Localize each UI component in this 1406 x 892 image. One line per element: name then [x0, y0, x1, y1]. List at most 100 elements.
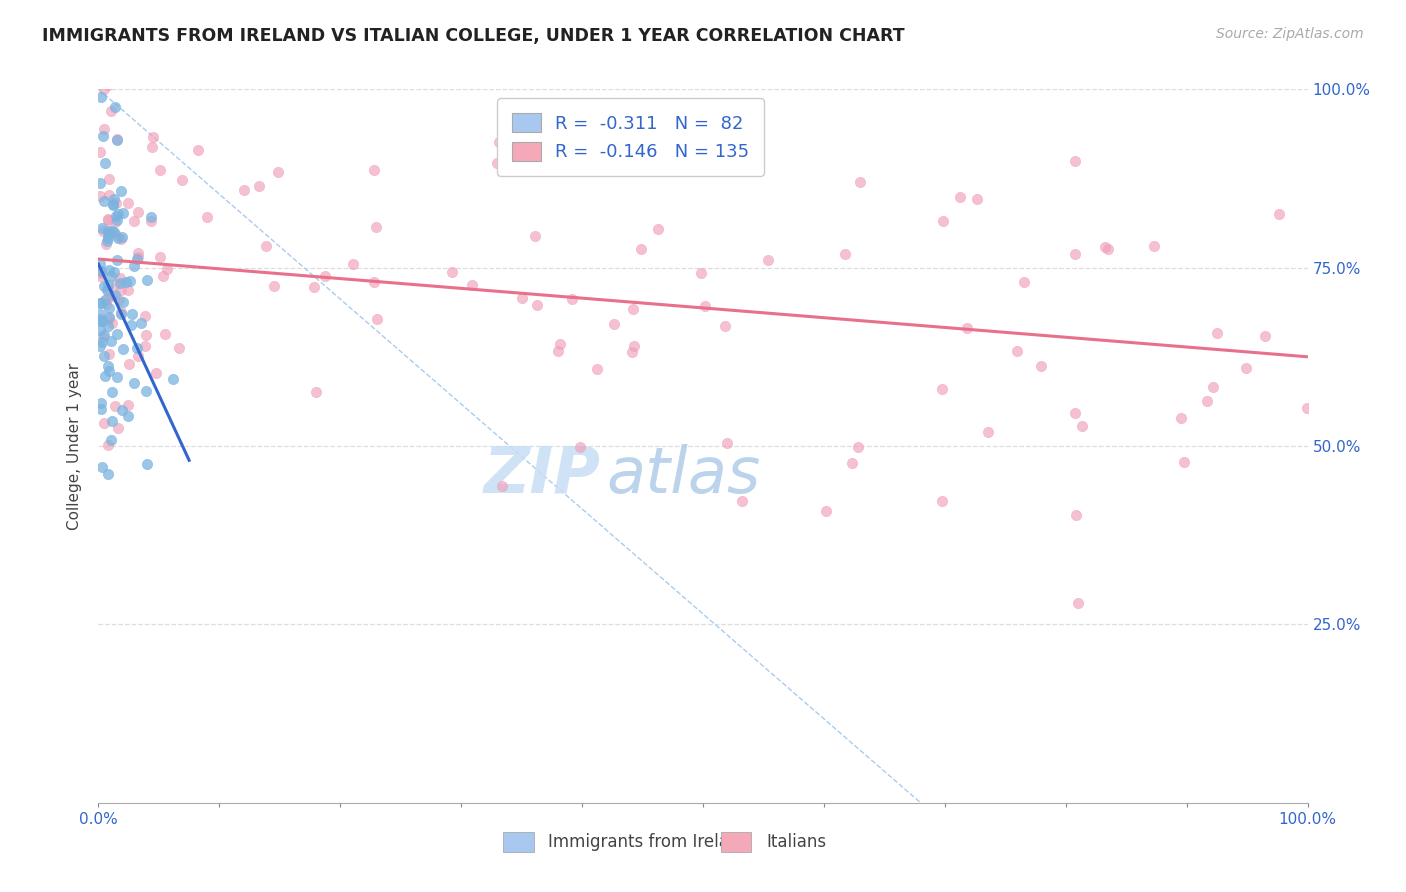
Point	[1094, 239, 1116, 253]
Text: ZIP: ZIP	[484, 443, 600, 506]
Point	[621, 302, 644, 317]
Point	[523, 229, 546, 244]
Point	[97, 211, 120, 226]
Point	[90, 90, 112, 104]
Point	[153, 327, 176, 342]
Point	[107, 212, 129, 227]
Point	[97, 224, 120, 238]
Point	[1202, 380, 1225, 394]
Point	[90, 402, 112, 417]
Point	[125, 252, 148, 267]
Point	[93, 194, 115, 209]
Point	[366, 312, 388, 326]
Point	[169, 341, 191, 355]
Point	[97, 227, 120, 241]
Point	[89, 145, 111, 159]
Point	[111, 295, 134, 310]
Point	[90, 314, 112, 328]
Point	[98, 226, 121, 240]
Point	[97, 346, 120, 360]
Point	[1170, 411, 1192, 425]
Point	[1071, 419, 1094, 434]
Point	[461, 278, 484, 293]
Point	[1064, 508, 1087, 522]
Point	[98, 263, 121, 277]
Point	[1066, 596, 1088, 610]
Point	[118, 357, 141, 371]
Point	[100, 289, 122, 303]
Point	[1143, 238, 1166, 252]
Point	[89, 176, 111, 190]
Point	[134, 339, 156, 353]
Y-axis label: College, Under 1 year: College, Under 1 year	[67, 362, 83, 530]
Point	[139, 214, 162, 228]
Point	[98, 172, 121, 186]
Point	[93, 156, 115, 170]
Point	[100, 414, 122, 428]
Point	[834, 247, 856, 261]
Point	[440, 265, 463, 279]
Legend: R =  -0.311   N =  82, R =  -0.146   N = 135: R = -0.311 N = 82, R = -0.146 N = 135	[498, 98, 763, 176]
Point	[636, 68, 658, 82]
Point	[603, 317, 626, 331]
Point	[127, 349, 149, 363]
Point	[91, 314, 114, 328]
Point	[486, 156, 509, 170]
Point	[630, 242, 652, 256]
Point	[105, 370, 128, 384]
Point	[135, 457, 157, 471]
Point	[98, 188, 121, 202]
Point	[122, 376, 145, 391]
Point	[305, 385, 328, 400]
Point	[90, 264, 112, 278]
Point	[1206, 326, 1229, 341]
Point	[96, 283, 118, 297]
Point	[93, 82, 115, 96]
Text: Italians: Italians	[766, 833, 825, 851]
Point	[267, 165, 290, 179]
Point	[105, 132, 128, 146]
Text: Immigrants from Ireland: Immigrants from Ireland	[548, 833, 751, 851]
Point	[129, 316, 152, 330]
Point	[105, 326, 128, 341]
Point	[127, 204, 149, 219]
Point	[97, 359, 120, 373]
Point	[97, 438, 120, 452]
Point	[90, 296, 112, 310]
Point	[730, 493, 752, 508]
Point	[145, 366, 167, 380]
Point	[1063, 247, 1085, 261]
Point	[96, 78, 118, 93]
Point	[93, 224, 115, 238]
Point	[714, 319, 737, 334]
Point	[1268, 207, 1291, 221]
Point	[233, 183, 256, 197]
Text: IMMIGRANTS FROM IRELAND VS ITALIAN COLLEGE, UNDER 1 YEAR CORRELATION CHART: IMMIGRANTS FROM IRELAND VS ITALIAN COLLE…	[42, 27, 905, 45]
Point	[689, 266, 711, 280]
Point	[135, 327, 157, 342]
Point	[1234, 361, 1257, 376]
Point	[104, 100, 127, 114]
Point	[314, 268, 336, 283]
Point	[97, 283, 120, 297]
Point	[620, 345, 643, 359]
Point	[105, 252, 128, 267]
Point	[96, 234, 118, 248]
Point	[100, 269, 122, 284]
Point	[932, 213, 955, 227]
Point	[623, 339, 645, 353]
Point	[101, 224, 124, 238]
Point	[91, 220, 114, 235]
Point	[1012, 275, 1035, 289]
Point	[108, 271, 131, 285]
Point	[108, 276, 131, 290]
Point	[104, 227, 127, 242]
Point	[149, 162, 172, 177]
Point	[110, 232, 132, 246]
Text: atlas: atlas	[606, 443, 761, 506]
Point	[117, 409, 139, 423]
Point	[841, 456, 863, 470]
Point	[117, 283, 139, 297]
Point	[114, 275, 136, 289]
Point	[139, 210, 162, 224]
